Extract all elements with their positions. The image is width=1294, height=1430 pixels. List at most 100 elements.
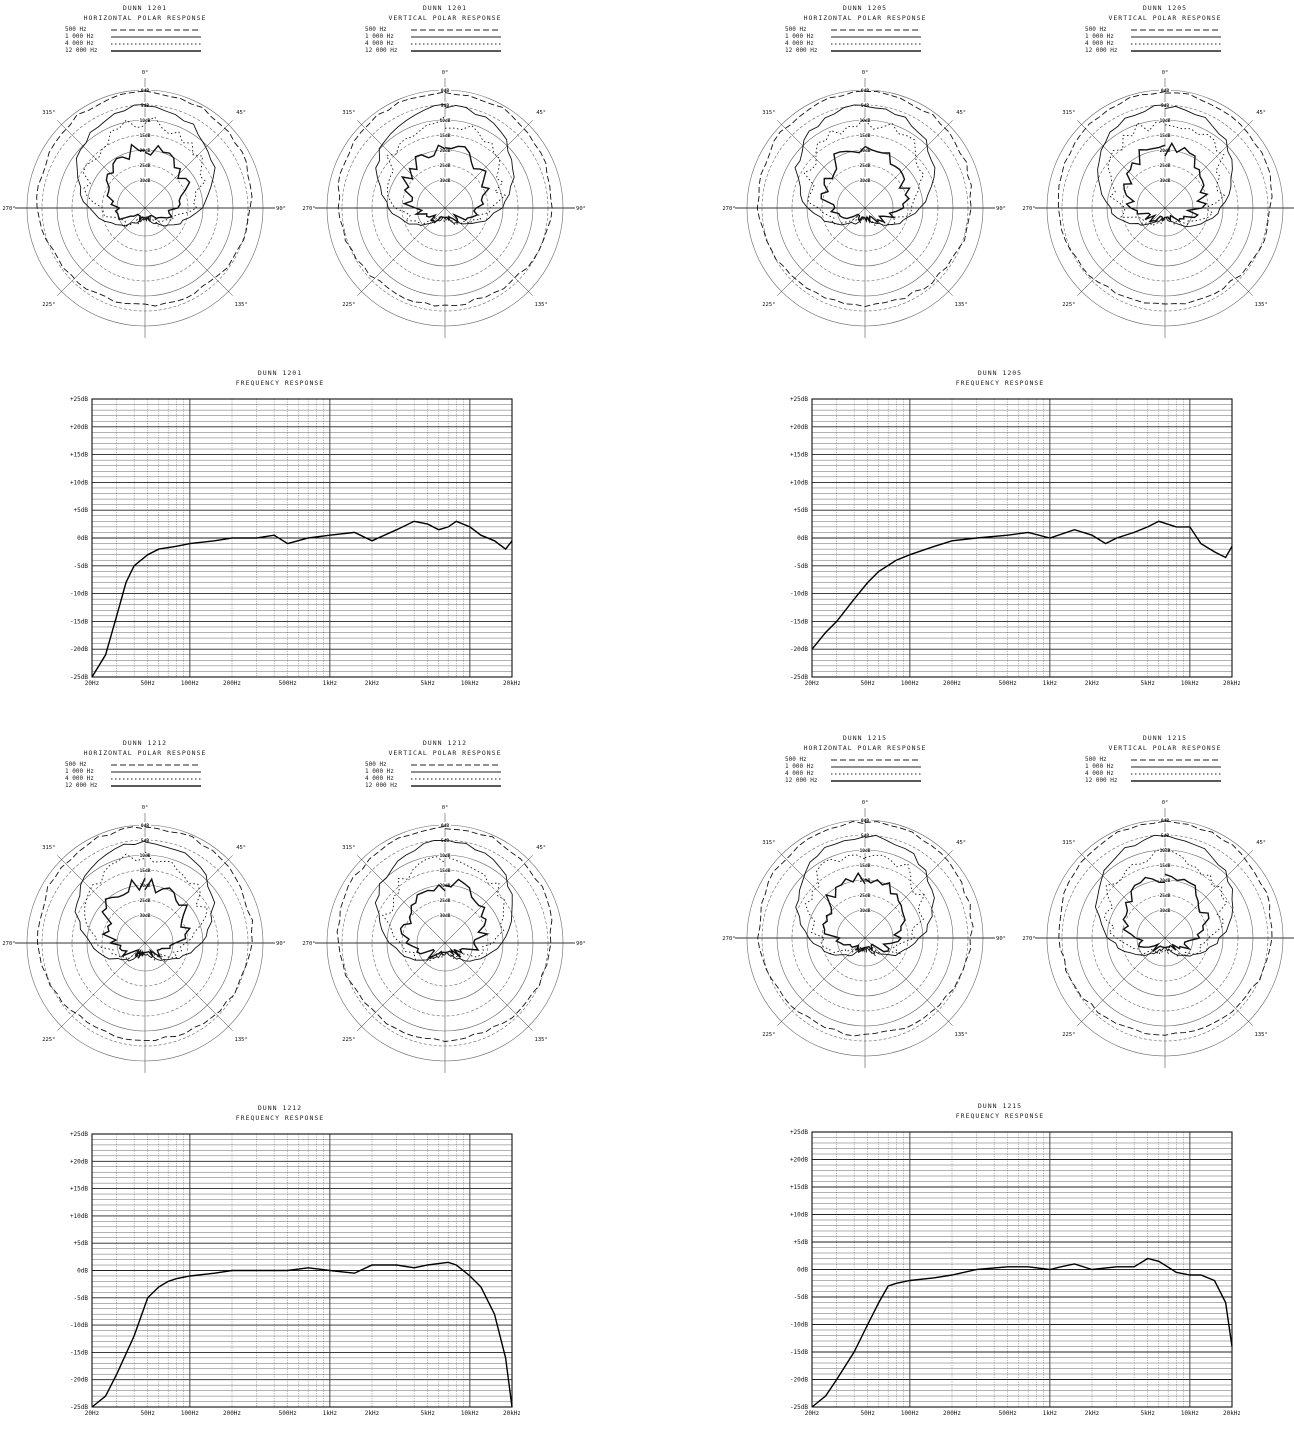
polar-legend: 500 Hz 1 000 Hz 4 000 Hz 12 000 Hz: [365, 761, 501, 789]
polar-title-model: DUNN 1215: [842, 734, 888, 742]
polar-ring-label: 0dB: [441, 823, 449, 829]
polar-ring-label: 5dB: [1161, 103, 1169, 109]
legend-swatch: [411, 771, 501, 772]
polar-legend: 500 Hz 1 000 Hz 4 000 Hz 12 000 Hz: [785, 756, 921, 784]
polar-spoke: [777, 207, 866, 296]
y-tick-label: +25dB: [790, 396, 808, 403]
polar-spoke: [144, 942, 233, 1031]
polar-angle-label: 45°: [536, 110, 546, 116]
legend-entry: 1 000 Hz: [65, 768, 201, 775]
polar-angle-label: 270°: [302, 941, 315, 947]
polar-plot: 0°45°90°135°180°225°270°315°0dB5dB10dB15…: [722, 800, 1006, 1068]
legend-entry: 500 Hz: [365, 26, 501, 33]
legend-entry: 500 Hz: [65, 26, 201, 33]
polar-chart-left: DUNN 1212 HORIZONTAL POLAR RESPONSE 500 Hz…: [0, 735, 290, 1075]
polar-block-1215: DUNN 1215 HORIZONTAL POLAR RESPONSE 500 Hz…: [720, 730, 1294, 1075]
x-tick-label: 2kHz: [365, 680, 380, 687]
legend-swatch: [831, 49, 921, 52]
polar-ring-label: 25dB: [440, 163, 451, 169]
y-tick-label: -10dB: [790, 591, 808, 598]
legend-entry: 1 000 Hz: [365, 768, 501, 775]
x-tick-label: 200Hz: [943, 680, 961, 687]
y-tick-label: +5dB: [74, 507, 89, 514]
polar-angle-label: 135°: [235, 302, 248, 308]
polar-spoke: [777, 937, 866, 1026]
y-tick-label: +20dB: [70, 424, 88, 431]
legend-swatch: [831, 779, 921, 782]
y-tick-label: -20dB: [70, 646, 88, 653]
x-tick-label: 5kHz: [1140, 680, 1155, 687]
polar-spoke: [777, 850, 866, 939]
legend-label: 500 Hz: [65, 26, 87, 33]
polar-angle-label: 270°: [722, 206, 735, 212]
y-tick-label: -15dB: [70, 618, 88, 625]
legend-entry: 500 Hz: [1085, 756, 1221, 763]
legend-swatch: [111, 771, 201, 772]
legend-entry: 500 Hz: [785, 756, 921, 763]
polar-ring-label: 20dB: [860, 878, 871, 884]
chart-subtitle: FREQUENCY RESPONSE: [955, 1112, 1045, 1120]
polar-angle-label: 0°: [142, 70, 149, 76]
polar-chart-right: DUNN 1212 VERTICAL POLAR RESPONSE 500 Hz 1 …: [300, 735, 590, 1075]
polar-spoke: [1077, 120, 1166, 209]
x-tick-label: 500Hz: [999, 1410, 1017, 1417]
polar-spoke: [357, 207, 446, 296]
response-line: [811, 520, 1233, 650]
polar-legend: 500 Hz 1 000 Hz 4 000 Hz 12 000 Hz: [65, 26, 201, 54]
polar-ring-label: 25dB: [860, 893, 871, 899]
x-tick-label: 100Hz: [181, 680, 199, 687]
polar-ring-label: 10dB: [440, 118, 451, 124]
chart-subtitle: FREQUENCY RESPONSE: [235, 379, 325, 387]
polar-angle-label: 225°: [342, 1037, 355, 1043]
x-tick-label: 5kHz: [420, 1410, 435, 1417]
legend-swatch: [411, 784, 501, 787]
polar-angle-label: 0°: [862, 800, 869, 806]
legend-swatch: [111, 29, 201, 30]
polar-title-type: VERTICAL POLAR RESPONSE: [1108, 744, 1222, 752]
polar-angle-label: 90°: [276, 206, 286, 212]
polar-legend: 500 Hz 1 000 Hz 4 000 Hz 12 000 Hz: [1085, 26, 1221, 54]
response-line: [91, 520, 513, 678]
y-tick-label: +15dB: [70, 1186, 88, 1193]
legend-swatch: [831, 36, 921, 37]
y-tick-label: +20dB: [790, 424, 808, 431]
polar-spoke: [1077, 850, 1166, 939]
polar-title-type: VERTICAL POLAR RESPONSE: [388, 14, 502, 22]
response-line: [811, 1257, 1233, 1408]
chart-title: DUNN 1201: [257, 369, 303, 377]
legend-label: 1 000 Hz: [1085, 763, 1114, 770]
polar-response-curve: [757, 821, 974, 1037]
x-tick-label: 20Hz: [805, 680, 820, 687]
y-tick-label: +15dB: [790, 1184, 808, 1191]
x-tick-label: 20Hz: [85, 1410, 100, 1417]
y-tick-label: -25dB: [70, 1404, 88, 1411]
polar-ring-label: 30dB: [860, 908, 871, 914]
polar-angle-label: 90°: [276, 941, 286, 947]
polar-spoke: [864, 120, 953, 209]
polar-response-curve: [756, 90, 972, 307]
y-tick-label: +25dB: [790, 1129, 808, 1136]
polar-ring-label: 20dB: [860, 148, 871, 154]
polar-ring-label: 30dB: [140, 178, 151, 184]
polar-angle-label: 0°: [442, 805, 449, 811]
y-tick-label: -5dB: [794, 563, 809, 570]
legend-swatch: [1131, 779, 1221, 782]
legend-label: 4 000 Hz: [785, 770, 814, 777]
polar-response-curve: [1122, 873, 1210, 953]
legend-entry: 1 000 Hz: [785, 763, 921, 770]
legend-entry: 4 000 Hz: [365, 775, 501, 782]
polar-spoke: [864, 850, 953, 939]
polar-ring-label: 10dB: [140, 118, 151, 124]
polar-spoke: [1164, 120, 1253, 209]
legend-label: 500 Hz: [365, 26, 387, 33]
polar-spoke: [1164, 850, 1253, 939]
legend-swatch: [1131, 759, 1221, 760]
legend-entry: 500 Hz: [65, 761, 201, 768]
polar-angle-label: 0°: [862, 70, 869, 76]
polar-ring-label: 15dB: [440, 868, 451, 874]
polar-angle-label: 135°: [535, 1037, 548, 1043]
polar-ring-label: 25dB: [1160, 893, 1171, 899]
polar-ring-label: 20dB: [1160, 878, 1171, 884]
y-tick-label: 0dB: [797, 1267, 808, 1274]
polar-ring-label: 15dB: [440, 133, 451, 139]
